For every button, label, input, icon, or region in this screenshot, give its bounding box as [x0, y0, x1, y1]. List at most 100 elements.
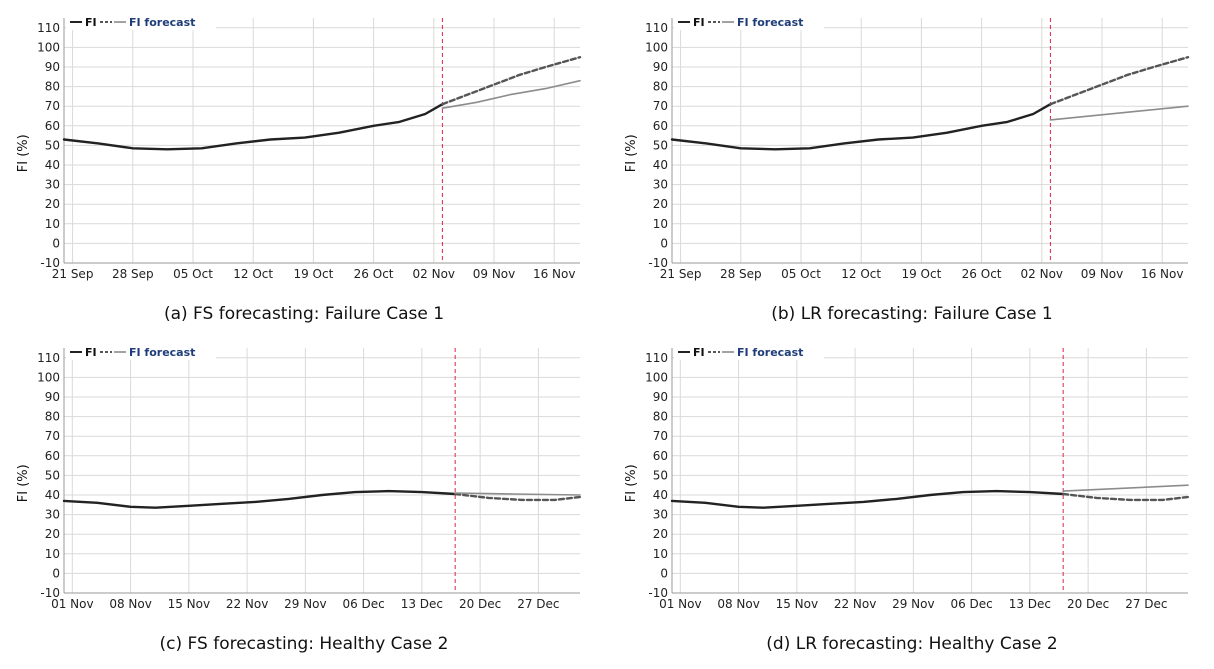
- y-tick-label: 40: [45, 158, 60, 172]
- x-tick-label: 01 Nov: [659, 597, 702, 611]
- x-tick-label: 16 Nov: [1141, 267, 1184, 281]
- chart-panel-a: 21 Sep 28 Sep 05 Oct 12 Oct 19 Oct 26 Oct 02 N…: [4, 10, 604, 335]
- y-axis-label: FI (%): [624, 464, 639, 502]
- caption-c: (c) FS forecasting: Healthy Case 2: [159, 634, 449, 654]
- chart-d: 01 Nov 08 Nov 15 Nov 22 Nov 29 Nov 06 Dec 13 D…: [624, 344, 1190, 611]
- x-tick-label: 22 Nov: [834, 597, 877, 611]
- x-tick-label: 06 Dec: [950, 597, 992, 611]
- x-tick-label: 02 Nov: [413, 267, 456, 281]
- y-axis-label: FI (%): [16, 464, 31, 502]
- chart-panel-b: 21 Sep 28 Sep 05 Oct 12 Oct 19 Oct 26 Oct 02 N…: [612, 10, 1212, 335]
- x-tick-label: 20 Dec: [459, 597, 501, 611]
- y-tick-label: 0: [52, 566, 60, 580]
- y-tick-label: 80: [653, 80, 668, 94]
- y-axis-label: FI (%): [624, 134, 639, 172]
- y-tick-label: 70: [45, 429, 60, 443]
- y-tick-label: 100: [37, 370, 60, 384]
- y-tick-label: 80: [653, 410, 668, 424]
- series-fi-line: [670, 102, 1052, 151]
- x-tick-label: 08 Nov: [717, 597, 760, 611]
- y-tick-label: 70: [45, 99, 60, 113]
- y-tick-label: 110: [37, 351, 60, 365]
- x-tick-label: 09 Nov: [473, 267, 516, 281]
- y-tick-label: 0: [660, 236, 668, 250]
- y-tick-label: 10: [653, 217, 668, 231]
- legend-forecast-label: FI forecast: [737, 16, 803, 29]
- y-tick-label: 110: [645, 21, 668, 35]
- y-tick-label: 90: [653, 60, 668, 74]
- legend-fi-label: FI: [85, 16, 97, 29]
- chart-panel-c: 01 Nov 08 Nov 15 Nov 22 Nov 29 Nov 06 Dec 13 D…: [4, 340, 604, 665]
- x-tick-label: 20 Dec: [1067, 597, 1109, 611]
- x-tick-label: 05 Oct: [173, 267, 213, 281]
- y-tick-label: 20: [653, 197, 668, 211]
- y-tick-label: 100: [645, 370, 668, 384]
- y-tick-label: 60: [653, 119, 668, 133]
- y-tick-label: 70: [653, 429, 668, 443]
- x-tick-label: 13 Dec: [1009, 597, 1051, 611]
- y-tick-label: 50: [45, 468, 60, 482]
- x-tick-label: 15 Nov: [776, 597, 819, 611]
- chart-panel-d: 01 Nov 08 Nov 15 Nov 22 Nov 29 Nov 06 Dec 13 D…: [612, 340, 1212, 665]
- y-tick-label: 20: [653, 527, 668, 541]
- y-tick-label: 50: [45, 138, 60, 152]
- y-tick-label: 70: [653, 99, 668, 113]
- caption-b: (b) LR forecasting: Failure Case 1: [771, 304, 1053, 324]
- y-tick-label: 10: [45, 217, 60, 231]
- legend-forecast-label: FI forecast: [129, 16, 195, 29]
- chart-a: 21 Sep 28 Sep 05 Oct 12 Oct 19 Oct 26 Oct 02 N…: [16, 14, 582, 281]
- series-fi-forecast-line: [1062, 484, 1189, 492]
- y-tick-label: 80: [45, 410, 60, 424]
- series-fi-forecast-line: [454, 492, 581, 496]
- x-tick-label: 27 Dec: [1125, 597, 1167, 611]
- legend-forecast-label: FI forecast: [129, 346, 195, 359]
- y-tick-label: 50: [653, 468, 668, 482]
- x-tick-label: 21 Sep: [52, 267, 94, 281]
- x-tick-label: 16 Nov: [533, 267, 576, 281]
- legend: FI FI forecast: [674, 344, 824, 360]
- x-tick-label: 12 Oct: [841, 267, 881, 281]
- y-tick-label: 0: [52, 236, 60, 250]
- y-tick-label: -10: [40, 256, 60, 270]
- x-tick-label: 21 Sep: [660, 267, 702, 281]
- y-tick-label: 110: [37, 21, 60, 35]
- series-fi-dashed-line: [454, 492, 582, 502]
- y-tick-label: 110: [645, 351, 668, 365]
- y-tick-label: 100: [645, 40, 668, 54]
- x-tick-label: 09 Nov: [1081, 267, 1124, 281]
- series-fi-dashed-line: [441, 56, 582, 106]
- legend-fi-label: FI: [693, 16, 705, 29]
- x-tick-label: 19 Oct: [901, 267, 941, 281]
- y-tick-label: 10: [653, 547, 668, 561]
- series-fi-line: [62, 489, 457, 509]
- series-fi-line: [670, 489, 1065, 509]
- y-tick-label: 10: [45, 547, 60, 561]
- y-tick-label: 40: [45, 488, 60, 502]
- series-fi-line: [62, 102, 444, 151]
- y-tick-label: 20: [45, 527, 60, 541]
- x-tick-label: 28 Sep: [720, 267, 762, 281]
- y-tick-label: 100: [37, 40, 60, 54]
- y-tick-label: 30: [653, 508, 668, 522]
- y-tick-label: 90: [653, 390, 668, 404]
- y-tick-label: 40: [653, 488, 668, 502]
- x-tick-label: 02 Nov: [1021, 267, 1064, 281]
- caption-d: (d) LR forecasting: Healthy Case 2: [766, 634, 1058, 654]
- legend: FI FI forecast: [66, 14, 216, 30]
- x-tick-label: 26 Oct: [354, 267, 394, 281]
- legend-background: [674, 344, 824, 360]
- legend-forecast-label: FI forecast: [737, 346, 803, 359]
- series-fi-dashed-line: [1049, 56, 1190, 106]
- x-tick-label: 29 Nov: [284, 597, 327, 611]
- legend-fi-label: FI: [693, 346, 705, 359]
- y-tick-label: 90: [45, 390, 60, 404]
- legend: FI FI forecast: [66, 344, 216, 360]
- series-fi-forecast-line: [1049, 105, 1189, 121]
- x-tick-label: 27 Dec: [517, 597, 559, 611]
- x-tick-label: 19 Oct: [293, 267, 333, 281]
- y-tick-label: 50: [653, 138, 668, 152]
- series-fi-dashed-line: [1062, 492, 1190, 502]
- x-tick-label: 12 Oct: [233, 267, 273, 281]
- y-tick-label: 60: [45, 119, 60, 133]
- x-tick-label: 08 Nov: [109, 597, 152, 611]
